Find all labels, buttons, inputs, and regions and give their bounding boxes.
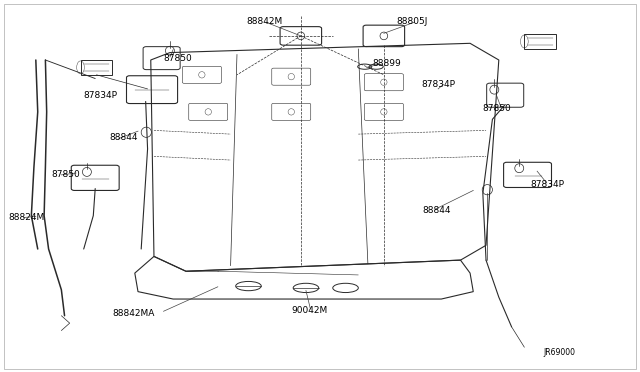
Text: 87834P: 87834P xyxy=(84,91,118,100)
Text: 88824M: 88824M xyxy=(8,213,45,222)
Text: 87850: 87850 xyxy=(483,104,511,113)
Text: 87834P: 87834P xyxy=(531,180,564,189)
Text: 88844: 88844 xyxy=(422,206,451,215)
Text: 88844: 88844 xyxy=(109,133,138,142)
Text: 87850: 87850 xyxy=(52,170,81,179)
Text: 88842MA: 88842MA xyxy=(113,310,155,318)
Text: 87834P: 87834P xyxy=(421,80,455,89)
Text: JR69000: JR69000 xyxy=(543,348,575,357)
Text: 88899: 88899 xyxy=(372,59,401,68)
Text: 90042M: 90042M xyxy=(291,306,328,315)
Text: 87850: 87850 xyxy=(164,54,192,62)
Text: 88842M: 88842M xyxy=(246,17,283,26)
Text: 88805J: 88805J xyxy=(397,17,428,26)
